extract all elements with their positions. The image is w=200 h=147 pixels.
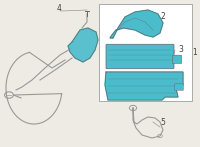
Polygon shape <box>105 72 183 100</box>
FancyBboxPatch shape <box>106 44 174 69</box>
Text: 4: 4 <box>57 4 61 13</box>
Text: 5: 5 <box>161 117 165 127</box>
FancyBboxPatch shape <box>175 84 183 90</box>
Polygon shape <box>110 10 163 38</box>
FancyBboxPatch shape <box>99 4 192 101</box>
Text: 1: 1 <box>193 48 197 57</box>
Polygon shape <box>68 28 98 62</box>
Text: 3: 3 <box>179 45 183 55</box>
FancyBboxPatch shape <box>172 55 182 64</box>
Text: 2: 2 <box>161 12 165 21</box>
